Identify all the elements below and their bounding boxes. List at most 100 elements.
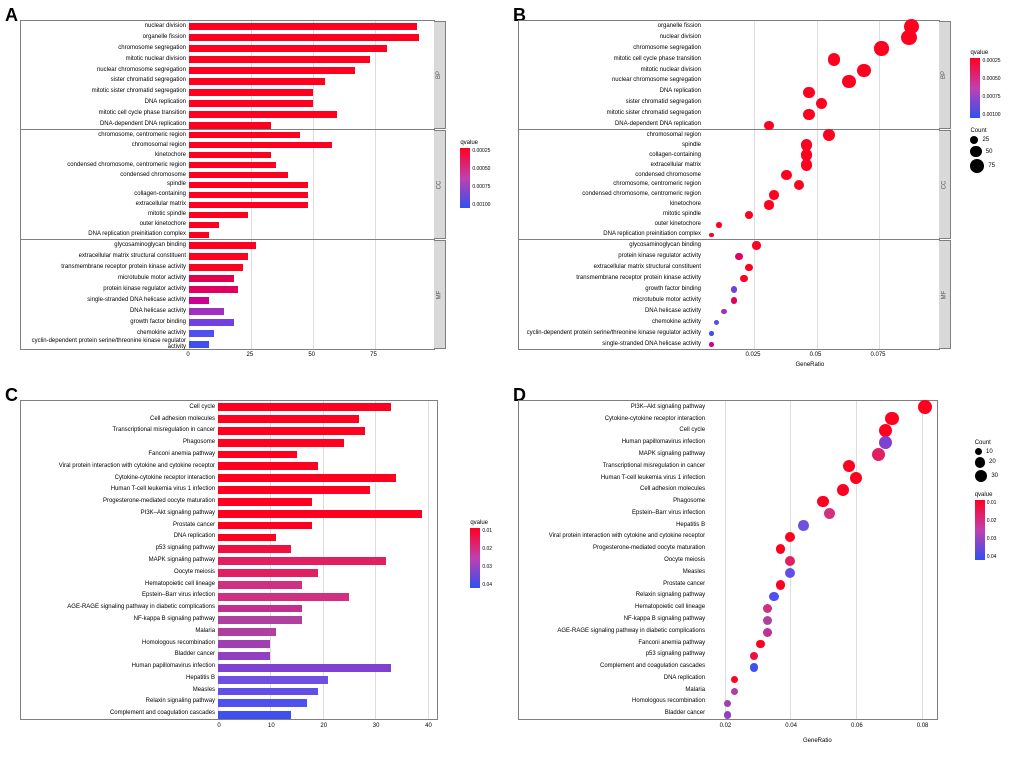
x-tick-labels: 0255075 [188, 352, 423, 362]
bar [218, 415, 359, 423]
dot-label: Viral protein interaction with cytokine … [519, 531, 708, 543]
dot-label: growth factor binding [519, 284, 704, 295]
bar [218, 403, 391, 411]
bar [189, 78, 325, 85]
bar [189, 172, 288, 178]
panel-D-gradient: 0.010.020.030.04 [975, 500, 985, 560]
dot-label: Fanconi anemia pathway [519, 637, 708, 649]
dot-label: PI3K–Akt signaling pathway [519, 401, 708, 413]
panel-C-legend-title: qvalue [470, 520, 488, 526]
bar-label: NF-kappa B signaling pathway [21, 613, 218, 625]
bar [218, 605, 302, 613]
bar-label: Bladder cancer [21, 648, 218, 660]
x-tick-labels: 0.020.040.060.08 [709, 723, 939, 733]
bar-label: Cytokine-cytokine receptor interaction [21, 472, 218, 484]
panel-B-gradient-ticks: 0.000250.000500.000750.00100 [982, 58, 1000, 118]
bar [189, 122, 271, 129]
dot [803, 87, 814, 98]
panel-D-plot: PI3K–Akt signaling pathwayCytokine-cytok… [518, 400, 938, 720]
panel-B-plots: organelle fissionnuclear divisionchromos… [518, 20, 940, 350]
bar-label: mitotic nuclear division [21, 53, 189, 64]
panel-B-MF: glycosaminoglycan bindingprotein kinase … [518, 240, 940, 350]
bar-label: nuclear chromosome segregation [21, 64, 189, 75]
dot [752, 241, 760, 249]
dot-label: Human papillomavirus infection [519, 436, 708, 448]
bar-label: Hematopoietic cell lineage [21, 578, 218, 590]
panel-D-legend: Count 102030 qvalue 0.010.020.030.04 [975, 440, 998, 560]
dot-label: spindle [519, 140, 704, 150]
bar-label: mitotic spindle [21, 209, 189, 219]
facet-label: CC [939, 130, 951, 239]
bar [189, 34, 419, 41]
dot-label: transmembrane receptor protein kinase ac… [519, 273, 704, 284]
bar-label: condensed chromosome, centromeric region [21, 160, 189, 170]
bar-label: Human papillomavirus infection [21, 660, 218, 672]
dot-label: Transcriptional misregulation in cancer [519, 460, 708, 472]
bar [189, 192, 308, 198]
bar [218, 486, 370, 494]
dot [709, 233, 714, 238]
dot [901, 30, 916, 45]
dot [714, 320, 719, 325]
dot [769, 592, 778, 601]
panel-B-xtitle: GeneRatio [796, 362, 825, 368]
dot-label: Malaria [519, 684, 708, 696]
bar-label: transmembrane receptor protein kinase ac… [21, 262, 189, 273]
bar [189, 212, 248, 218]
dot [763, 604, 772, 613]
dot [798, 520, 809, 531]
dot-label: nuclear division [519, 32, 704, 43]
dot [801, 159, 812, 170]
bar-label: p53 signaling pathway [21, 542, 218, 554]
dot-label: nuclear chromosome segregation [519, 75, 704, 86]
dot [735, 253, 742, 260]
dot [745, 211, 753, 219]
bar [189, 111, 337, 118]
panel-A: A nuclear divisionorganelle fissionchrom… [0, 0, 508, 380]
panel-D-count-title: Count [975, 440, 998, 446]
dot-label: Bladder cancer [519, 707, 708, 719]
bar-label: extracellular matrix structural constitu… [21, 251, 189, 262]
panel-B-qvalue-title: qvalue [970, 50, 995, 56]
panel-A-CC: chromosome, centromeric regionchromosoma… [20, 130, 435, 240]
dot-label: AGE-RAGE signaling pathway in diabetic c… [519, 625, 708, 637]
panel-B-count-title: Count [970, 128, 995, 134]
dot-label: Hepatitis B [519, 519, 708, 531]
facet-label: MF [939, 240, 951, 349]
dot-label: DNA replication [519, 672, 708, 684]
dot-label: Complement and coagulation cascades [519, 660, 708, 672]
dot [764, 200, 773, 209]
bar [218, 699, 307, 707]
dot-label: condensed chromosome, centromeric region [519, 189, 704, 199]
dot-label: MAPK signaling pathway [519, 448, 708, 460]
bar-label: AGE-RAGE signaling pathway in diabetic c… [21, 601, 218, 613]
bar-label: chemokine activity [21, 327, 189, 338]
dot-label: organelle fission [519, 21, 704, 32]
panel-B-count-legend: Count 255075 [970, 128, 995, 173]
bar-label: Oocyte meiosis [21, 566, 218, 578]
dot [837, 484, 849, 496]
dot-label: DNA-dependent DNA replication [519, 118, 704, 129]
panel-A-label: A [5, 5, 18, 26]
bar [189, 45, 387, 52]
dot-label: Cytokine-cytokine receptor interaction [519, 413, 708, 425]
bar [218, 616, 302, 624]
bar [189, 275, 234, 282]
bar [189, 56, 370, 63]
dot-label: chromosome segregation [519, 43, 704, 54]
bar-label: single-stranded DNA helicase activity [21, 294, 189, 305]
bar [218, 569, 318, 577]
bar-label: Human T-cell leukemia virus 1 infection [21, 483, 218, 495]
dot [709, 331, 714, 336]
bar [189, 341, 209, 348]
dot [785, 568, 795, 578]
bar-label: protein kinase regulator activity [21, 284, 189, 295]
dot-label: DNA helicase activity [519, 305, 704, 316]
bar-label: Transcriptional misregulation in cancer [21, 425, 218, 437]
dot [764, 121, 773, 130]
bar-label: growth factor binding [21, 316, 189, 327]
dot-label: mitotic sister chromatid segregation [519, 107, 704, 118]
bar [218, 664, 391, 672]
dot-label: Epstein–Barr virus infection [519, 507, 708, 519]
bar [189, 100, 313, 107]
